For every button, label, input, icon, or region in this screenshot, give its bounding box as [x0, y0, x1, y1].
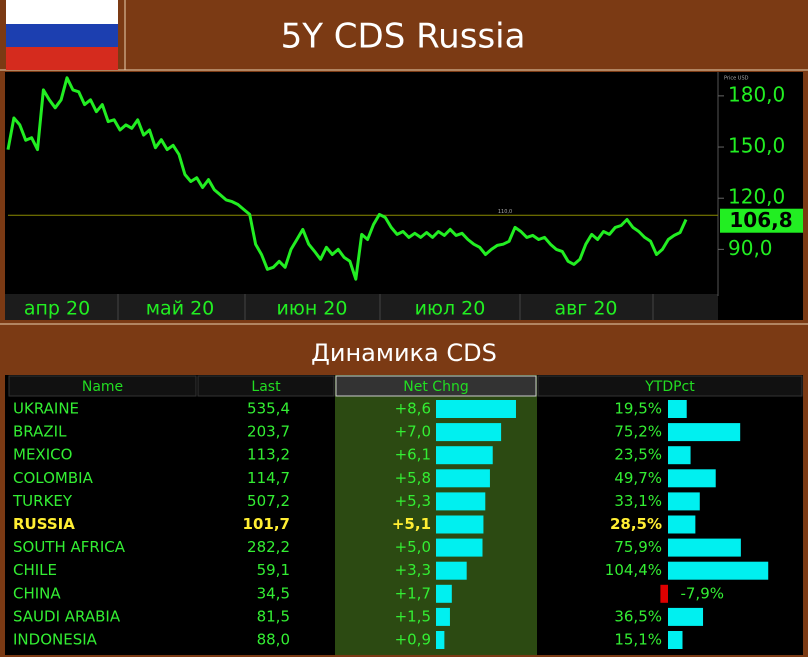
row-name: CHILE	[13, 561, 57, 579]
section-title: Динамика CDS	[311, 339, 497, 367]
row-last: 114,7	[247, 469, 290, 487]
x-tick-label: май 20	[146, 298, 215, 320]
row-ytd: 28,5%	[610, 515, 662, 533]
flag-stripe	[6, 47, 118, 70]
row-net-chng: +3,3	[395, 561, 431, 579]
row-net-chng: +7,0	[395, 423, 431, 441]
x-tick-label: авг 20	[554, 298, 617, 320]
row-name: TURKEY	[12, 492, 73, 510]
net-chng-bar	[436, 469, 490, 488]
last-value-box	[720, 208, 803, 233]
x-axis-strip	[5, 294, 718, 320]
row-ytd: 33,1%	[614, 492, 662, 510]
row-net-chng: +8,6	[395, 400, 431, 418]
ytd-bar	[668, 631, 683, 649]
header-cell	[537, 375, 803, 397]
y-tick-label: 180,0	[728, 82, 785, 106]
net-chng-bar	[436, 515, 484, 534]
y-tick-label: 150,0	[728, 134, 785, 158]
x-tick-label: июл 20	[415, 298, 486, 320]
net-chng-bar	[436, 607, 450, 626]
row-name: CHINA	[13, 584, 61, 602]
row-last: 507,2	[247, 492, 290, 510]
row-last: 88,0	[257, 631, 290, 649]
row-last: 282,2	[247, 538, 290, 556]
header-cell	[335, 375, 537, 397]
row-name: BRAZIL	[13, 423, 67, 441]
header-cell	[8, 375, 197, 397]
row-ytd: 75,2%	[614, 423, 662, 441]
ytd-bar	[668, 515, 696, 534]
row-ytd: 49,7%	[614, 469, 662, 487]
ytd-bar	[668, 469, 716, 488]
reference-label: 110,0	[498, 209, 512, 215]
row-last: 34,5	[257, 584, 290, 602]
y-tick-label: 90,0	[728, 236, 773, 260]
row-name: INDONESIA	[13, 631, 98, 649]
column-header: YTDPct	[644, 379, 695, 395]
ytd-bar	[660, 584, 668, 603]
row-last: 101,7	[243, 515, 290, 533]
row-last: 535,4	[247, 400, 290, 418]
row-name: MEXICO	[13, 446, 72, 464]
row-ytd: -7,9%	[680, 584, 724, 602]
flag-stripe	[6, 0, 118, 24]
flag	[6, 0, 118, 70]
row-net-chng: +1,7	[395, 584, 431, 602]
net-chng-bar	[436, 631, 445, 649]
chart-area	[5, 72, 803, 320]
column-header: Name	[82, 379, 123, 395]
row-net-chng: +6,1	[395, 446, 431, 464]
row-net-chng: +1,5	[395, 607, 431, 625]
row-last: 59,1	[257, 561, 290, 579]
ytd-bar	[668, 561, 769, 580]
ytd-bar	[668, 423, 741, 442]
net-chng-bar	[436, 446, 493, 465]
y-axis-label: Price USD	[724, 76, 749, 82]
row-ytd: 104,4%	[605, 561, 662, 579]
last-value-label: 106,8	[729, 208, 792, 232]
ytd-bar	[668, 538, 741, 557]
row-name: SAUDI ARABIA	[13, 607, 121, 625]
header-cell	[197, 375, 335, 397]
net-chng-bar	[436, 561, 467, 580]
y-tick-label: 120,0	[728, 185, 785, 209]
title: 5Y CDS Russia	[281, 17, 526, 57]
row-name: SOUTH AFRICA	[13, 538, 126, 556]
net-chng-bar	[436, 400, 516, 418]
row-net-chng: +0,9	[395, 631, 431, 649]
ytd-bar	[668, 607, 704, 626]
net-chng-bar	[436, 538, 483, 557]
net-chng-bar	[436, 423, 502, 442]
ytd-bar	[668, 400, 687, 418]
net-chng-bar	[436, 584, 452, 603]
row-last: 81,5	[257, 607, 290, 625]
row-ytd: 23,5%	[614, 446, 662, 464]
row-name: COLOMBIA	[13, 469, 94, 487]
row-net-chng: +5,8	[395, 469, 431, 487]
row-net-chng: +5,0	[395, 538, 431, 556]
row-ytd: 15,1%	[614, 631, 662, 649]
ytd-bar	[668, 492, 700, 511]
column-header: Last	[251, 379, 281, 395]
flag-stripe	[6, 24, 118, 47]
row-last: 113,2	[247, 446, 290, 464]
line	[6, 76, 688, 281]
row-last: 203,7	[247, 423, 290, 441]
row-name: UKRAINE	[13, 400, 79, 418]
x-tick-label: июн 20	[277, 298, 348, 320]
row-name: RUSSIA	[13, 515, 75, 533]
ytd-bar	[668, 446, 691, 465]
x-tick-label: апр 20	[24, 298, 90, 320]
column-header: Net Chng	[403, 379, 468, 395]
row-net-chng: +5,1	[392, 515, 431, 533]
row-ytd: 75,9%	[614, 538, 662, 556]
net-chng-bar	[436, 492, 486, 511]
row-ytd: 36,5%	[614, 607, 662, 625]
row-net-chng: +5,3	[395, 492, 431, 510]
row-ytd: 19,5%	[614, 400, 662, 418]
